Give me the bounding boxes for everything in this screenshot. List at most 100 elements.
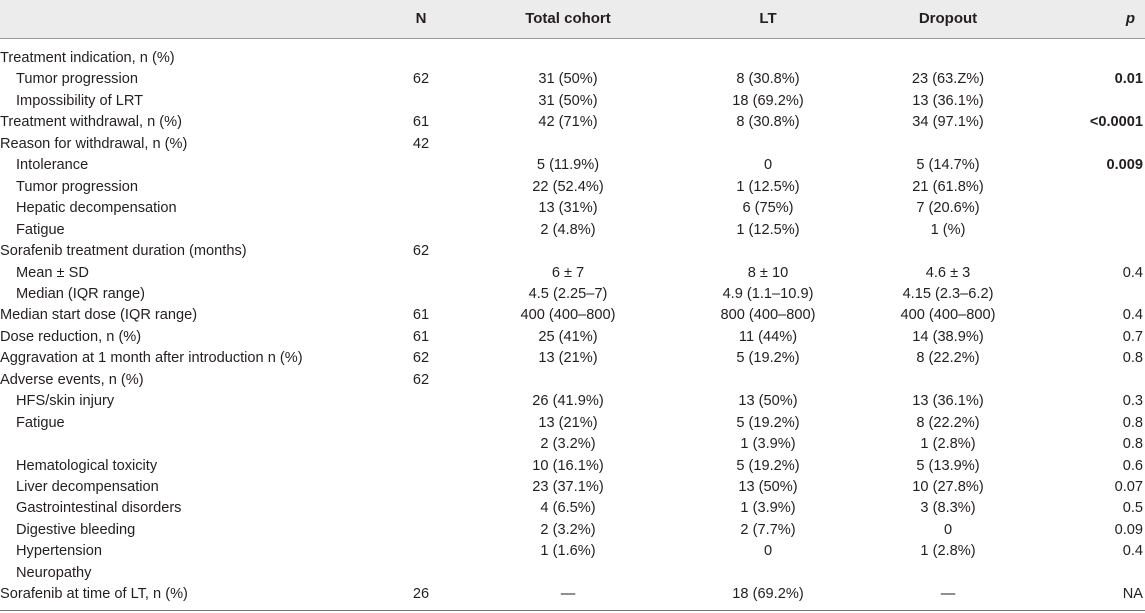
cell-p: 0.5 bbox=[1122, 500, 1143, 517]
cell-total: 4 (6.5%) bbox=[540, 500, 596, 517]
table-row: Mean ± SD 6 ± 7 8 ± 10 4.6 ± 3 0.4 bbox=[0, 263, 1145, 284]
header-divider bbox=[0, 38, 1145, 39]
cell-dropout: 8 (22.2%) bbox=[916, 350, 980, 367]
cell-total: 2 (3.2%) bbox=[540, 436, 596, 453]
cell-total: 2 (4.8%) bbox=[540, 221, 596, 238]
table-row: Reason for withdrawal, n (%) 42 bbox=[0, 134, 1145, 155]
cell-lt: 800 (400–800) bbox=[720, 307, 816, 324]
cell-lt: 5 (19.2%) bbox=[736, 457, 800, 474]
table-row: Median (IQR range) 4.5 (2.25–7) 4.9 (1.1–1… bbox=[0, 284, 1145, 305]
table-row: Dose reduction, n (%) 61 25 (41%) 11 (44%) 1… bbox=[0, 327, 1145, 348]
header-n: N bbox=[415, 10, 427, 27]
row-label: Treatment indication, n (%) bbox=[0, 50, 175, 66]
row-label: Hepatic decompensation bbox=[16, 200, 177, 217]
cell-lt: 6 (75%) bbox=[742, 200, 794, 217]
cell-p: <0.0001 bbox=[1089, 114, 1143, 131]
table-row: HFS/skin injury 26 (41.9%) 13 (50%) 13 (36.… bbox=[0, 391, 1145, 412]
cell-n: 62 bbox=[412, 71, 430, 88]
cell-total: 31 (50%) bbox=[538, 92, 598, 109]
cell-dropout: 1 (%) bbox=[930, 221, 966, 238]
table-row: Adverse events, n (%) 62 bbox=[0, 370, 1145, 391]
cell-dropout: 14 (38.9%) bbox=[912, 328, 984, 345]
cell-lt: 18 (69.2%) bbox=[732, 92, 804, 109]
table-row: Intolerance 5 (11.9%) 0 5 (14.7%) 0.009 bbox=[0, 155, 1145, 176]
cell-total: 13 (31%) bbox=[538, 200, 598, 217]
cell-lt: 1 (12.5%) bbox=[736, 221, 800, 238]
table-row: Treatment indication, n (%) bbox=[0, 48, 1145, 69]
cell-total: 23 (37.1%) bbox=[532, 479, 604, 495]
header-total: Total cohort bbox=[525, 10, 611, 27]
cell-n: 42 bbox=[412, 135, 430, 152]
row-label: Fatigue bbox=[16, 414, 65, 431]
cell-total: 400 (400–800) bbox=[520, 307, 616, 324]
cell-lt: 13 (50%) bbox=[738, 393, 798, 410]
cell-lt: 8 ± 10 bbox=[747, 264, 789, 281]
cell-dropout: 23 (63.Z%) bbox=[911, 71, 985, 88]
row-label: Reason for withdrawal, n (%) bbox=[0, 135, 188, 152]
cell-total: — bbox=[560, 586, 576, 603]
cell-dropout: 400 (400–800) bbox=[900, 307, 996, 324]
cell-p: 0.7 bbox=[1122, 328, 1143, 345]
cell-lt: 5 (19.2%) bbox=[736, 350, 800, 367]
cell-n: 62 bbox=[412, 371, 430, 388]
cell-p: NA bbox=[1122, 586, 1143, 603]
cell-total: 4.5 (2.25–7) bbox=[528, 285, 608, 302]
cell-total: 13 (21%) bbox=[538, 350, 598, 367]
cell-dropout: — bbox=[940, 586, 956, 603]
row-label: Hypertension bbox=[16, 543, 102, 560]
cell-dropout: 13 (36.1%) bbox=[912, 393, 984, 410]
cell-lt: 11 (44%) bbox=[738, 328, 798, 345]
cell-dropout: 3 (8.3%) bbox=[920, 500, 976, 517]
cell-p: 0.09 bbox=[1114, 521, 1143, 538]
table-row: Sorafenib at time of LT, n (%) 26 — 18 (69.… bbox=[0, 584, 1145, 605]
cell-p: 0.07 bbox=[1114, 479, 1143, 495]
row-label: Median (IQR range) bbox=[16, 285, 145, 302]
row-label: Median start dose (IQR range) bbox=[0, 307, 198, 324]
cell-total: 26 (41.9%) bbox=[532, 393, 604, 410]
table-row: Sorafenib treatment duration (months) 62 bbox=[0, 241, 1145, 262]
table-row: Neuropathy bbox=[0, 563, 1145, 584]
row-label: Adverse events, n (%) bbox=[0, 371, 144, 388]
cell-total: 5 (11.9%) bbox=[536, 157, 600, 174]
table-row: Treatment withdrawal, n (%) 61 42 (71%) 8 (… bbox=[0, 112, 1145, 133]
cell-total: 25 (41%) bbox=[538, 328, 598, 345]
cell-dropout: 10 (27.8%) bbox=[912, 479, 984, 495]
table-row: Fatigue 2 (4.8%) 1 (12.5%) 1 (%) bbox=[0, 220, 1145, 241]
row-label: Impossibility of LRT bbox=[16, 92, 144, 109]
cell-dropout: 4.15 (2.3–6.2) bbox=[902, 285, 994, 302]
table-row: Tumor progression 62 31 (50%) 8 (30.8%) 23 (… bbox=[0, 69, 1145, 90]
table-row: Digestive bleeding 2 (3.2%) 2 (7.7%) 0 0.09 bbox=[0, 520, 1145, 541]
row-label: HFS/skin injury bbox=[16, 393, 115, 410]
header-dropout: Dropout bbox=[918, 10, 978, 27]
cell-lt: 13 (50%) bbox=[738, 479, 798, 495]
table-row: Impossibility of LRT 31 (50%) 18 (69.2%) 13… bbox=[0, 91, 1145, 112]
cell-dropout: 8 (22.2%) bbox=[916, 414, 980, 431]
row-label: Intolerance bbox=[16, 157, 89, 174]
cell-dropout: 0 bbox=[943, 521, 953, 538]
cell-lt: 0 bbox=[763, 157, 773, 174]
cell-n: 61 bbox=[412, 307, 430, 324]
cell-total: 10 (16.1%) bbox=[532, 457, 604, 474]
cell-p: 0.8 bbox=[1122, 350, 1143, 367]
cell-lt: 8 (30.8%) bbox=[736, 71, 800, 88]
cell-dropout: 7 (20.6%) bbox=[916, 200, 980, 217]
row-label: Sorafenib at time of LT, n (%) bbox=[0, 586, 188, 603]
cell-total: 6 ± 7 bbox=[551, 264, 585, 281]
cell-lt: 1 (12.5%) bbox=[736, 178, 800, 195]
row-label: Sorafenib treatment duration (months) bbox=[0, 243, 247, 260]
cell-total: 2 (3.2%) bbox=[540, 521, 596, 538]
row-label: Neuropathy bbox=[16, 564, 92, 581]
cell-p: 0.4 bbox=[1122, 264, 1143, 281]
table-row: Tumor progression 22 (52.4%) 1 (12.5%) 21 (… bbox=[0, 177, 1145, 198]
cell-dropout: 34 (97.1%) bbox=[912, 114, 984, 131]
cell-lt: 1 (3.9%) bbox=[740, 436, 796, 453]
row-label: Tumor progression bbox=[16, 71, 138, 88]
cell-p: 0.8 bbox=[1122, 414, 1143, 431]
table-row: Hematological toxicity 10 (16.1%) 5 (19.2%… bbox=[0, 456, 1145, 477]
cell-n: 62 bbox=[412, 350, 430, 367]
cell-dropout: 4.6 ± 3 bbox=[925, 264, 971, 281]
cell-n: 61 bbox=[412, 114, 430, 131]
row-label: Liver decompensation bbox=[16, 479, 159, 495]
cell-total: 22 (52.4%) bbox=[532, 178, 604, 195]
table-row: Liver decompensation 23 (37.1%) 13 (50%) 10… bbox=[0, 477, 1145, 498]
